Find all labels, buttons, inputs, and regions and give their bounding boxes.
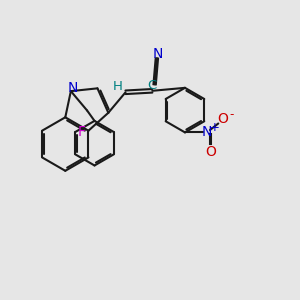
Text: N: N <box>67 81 77 95</box>
Text: O: O <box>218 112 229 126</box>
Text: -: - <box>229 108 233 121</box>
Text: N: N <box>152 47 163 61</box>
Text: C: C <box>148 79 157 92</box>
Text: O: O <box>205 145 216 159</box>
Text: H: H <box>113 80 123 93</box>
Text: +: + <box>210 122 220 134</box>
Text: N: N <box>202 125 212 140</box>
Text: F: F <box>78 125 86 139</box>
